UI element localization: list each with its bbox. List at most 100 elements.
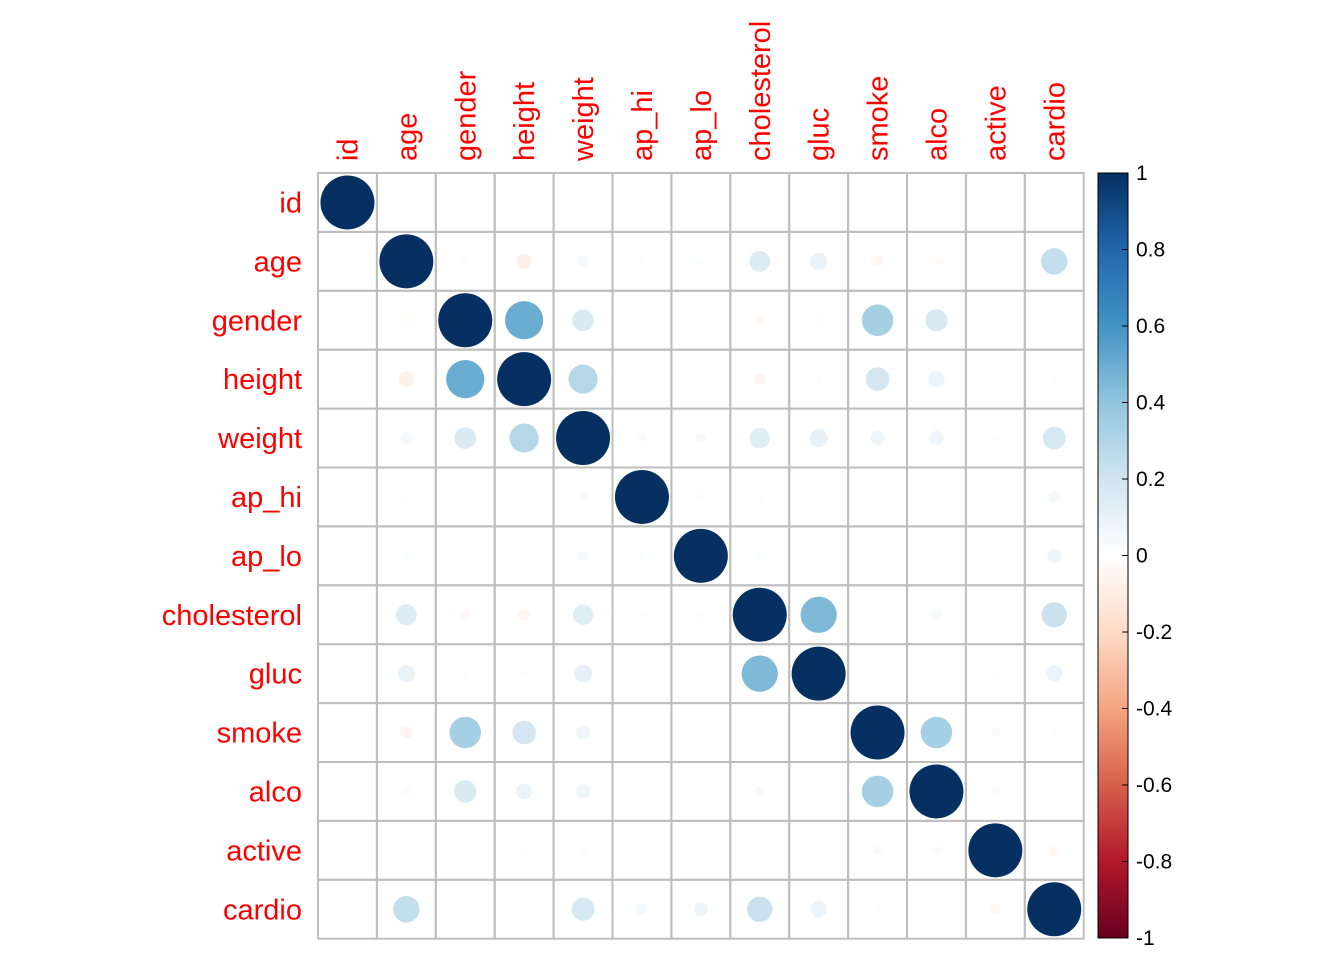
correlation-circle-ap_lo-weight (577, 550, 589, 562)
correlation-circle-gluc-gluc (791, 646, 846, 701)
matrix-cell (317, 289, 378, 351)
correlation-circle-smoke-cholesterol (757, 729, 763, 736)
correlation-circle-cardio-cardio (1027, 882, 1082, 937)
correlation-circle-weight-smoke (870, 430, 885, 446)
correlation-circle-gluc-cholesterol (741, 655, 778, 692)
row-label-id: id (279, 187, 302, 219)
column-label-cardio: cardio (1039, 82, 1071, 161)
correlation-circle-gender-ap_lo (698, 317, 704, 323)
correlation-circle-age-age (379, 234, 434, 289)
column-label-active: active (980, 85, 1012, 161)
correlation-circle-gender-height (505, 301, 544, 340)
correlation-circle-gluc-gender (461, 669, 470, 678)
colorbar-tick-label: -0.4 (1136, 698, 1173, 721)
correlation-circle-cardio-age (393, 896, 420, 923)
correlation-circle-ap_hi-weight (578, 492, 588, 502)
correlation-circle-height-smoke (865, 367, 890, 391)
correlation-circle-gluc-ap_lo (698, 670, 704, 677)
column-label-age: age (391, 113, 423, 161)
correlation-circle-ap_lo-ap_lo (673, 528, 728, 583)
matrix-cell (964, 230, 1026, 292)
row-label-ap_hi: ap_hi (231, 482, 302, 514)
correlation-circle-active-gender (462, 847, 468, 854)
correlation-circle-smoke-gluc (815, 729, 822, 736)
correlation-circle-alco-age (401, 786, 412, 797)
correlation-circle-cholesterol-gluc (800, 596, 837, 633)
correlation-circle-weight-gender (454, 427, 477, 449)
matrix-cell (434, 172, 496, 233)
colorbar-tick-label: 0 (1136, 545, 1148, 568)
column-labels: id age gender height weight ap_hi ap_lo cholest… (332, 21, 1071, 162)
row-label-cholesterol: cholesterol (162, 600, 302, 632)
correlation-circle-height-cholesterol (753, 373, 766, 386)
correlation-circle-cardio-gender (462, 906, 468, 912)
row-label-alco: alco (249, 776, 302, 808)
correlation-circle-height-alco (928, 371, 945, 388)
correlation-circle-cholesterol-ap_lo (697, 610, 705, 619)
matrix-cell (375, 172, 437, 233)
correlation-circle-cholesterol-age (395, 604, 417, 626)
column-label-ap_hi: ap_hi (627, 90, 659, 161)
correlation-circle-cardio-gluc (810, 901, 827, 918)
row-label-ap_lo: ap_lo (231, 541, 302, 573)
correlation-circle-age-cholesterol (749, 250, 771, 272)
correlation-circle-ap_hi-cholesterol (755, 493, 764, 501)
correlation-circle-age-ap_hi (638, 257, 646, 266)
colorbar-legend: 1 0.8 0.6 0.4 0.2 0 -0.2 -0.4 -0.6 -0.8 -1 (1097, 162, 1173, 950)
correlation-circle-id-id (320, 175, 375, 230)
correlation-circle-cholesterol-weight (572, 604, 594, 625)
correlation-circle-ap_hi-ap_lo (697, 493, 705, 501)
correlation-circle-cardio-height (521, 906, 527, 912)
correlation-circle-ap_lo-age (402, 552, 411, 560)
correlation-circle-alco-ap_lo (698, 788, 704, 795)
correlation-circle-cardio-alco (933, 906, 940, 912)
matrix-cell (906, 466, 967, 528)
correlation-circle-active-weight (579, 846, 587, 855)
column-label-height: height (509, 82, 541, 161)
correlation-circle-ap_hi-gender (462, 494, 468, 500)
colorbar-tick-label: -0.6 (1136, 774, 1172, 797)
correlation-circle-alco-weight (575, 784, 591, 799)
correlation-circle-age-height (516, 253, 532, 269)
matrix-cell (317, 525, 378, 587)
correlation-circle-smoke-cardio (1050, 728, 1059, 737)
correlation-circle-cardio-active (989, 903, 1001, 915)
matrix-cell (847, 466, 908, 528)
correlation-circle-gender-gender (438, 293, 493, 348)
correlation-circle-alco-gluc (815, 788, 822, 795)
matrix-cell (317, 702, 378, 763)
matrix-cell (670, 172, 732, 233)
row-label-age: age (254, 246, 302, 278)
correlation-circle-age-gluc (810, 252, 828, 270)
correlation-circle-gluc-ap_hi (639, 670, 645, 677)
matrix-cell (964, 172, 1026, 233)
correlation-circle-cholesterol-active (992, 612, 999, 618)
correlation-circle-smoke-gender (449, 716, 481, 749)
correlation-circle-weight-weight (556, 411, 611, 466)
correlation-circle-cardio-ap_lo (693, 902, 708, 917)
matrix-cell (1023, 172, 1085, 233)
correlation-circle-gender-cardio (1051, 317, 1057, 323)
correlation-circle-weight-alco (929, 430, 944, 446)
column-label-gender: gender (450, 70, 482, 161)
matrix-cell (611, 819, 673, 881)
correlation-circle-smoke-active (990, 727, 1001, 738)
correlation-circle-gender-age (402, 316, 411, 325)
column-label-smoke: smoke (863, 76, 895, 161)
correlation-circle-alco-gender (454, 780, 477, 803)
correlation-circle-gender-ap_hi (639, 317, 645, 323)
correlation-circle-age-smoke (871, 255, 884, 268)
correlation-circle-age-gender (461, 257, 470, 266)
matrix-cell (729, 172, 791, 233)
correlation-circle-gluc-active (992, 670, 999, 677)
correlation-circle-cardio-cholesterol (747, 896, 773, 922)
correlation-circle-gender-gluc (814, 316, 823, 325)
matrix-cell (317, 230, 378, 292)
correlation-circle-alco-cardio (1051, 788, 1057, 795)
correlation-circle-weight-cholesterol (749, 427, 770, 449)
correlation-circle-cholesterol-alco (931, 609, 942, 621)
correlation-circle-smoke-age (400, 726, 413, 739)
correlation-circle-ap_lo-cholesterol (755, 552, 764, 560)
correlation-circle-cardio-weight (571, 897, 595, 921)
correlation-circle-height-ap_lo (698, 376, 704, 382)
